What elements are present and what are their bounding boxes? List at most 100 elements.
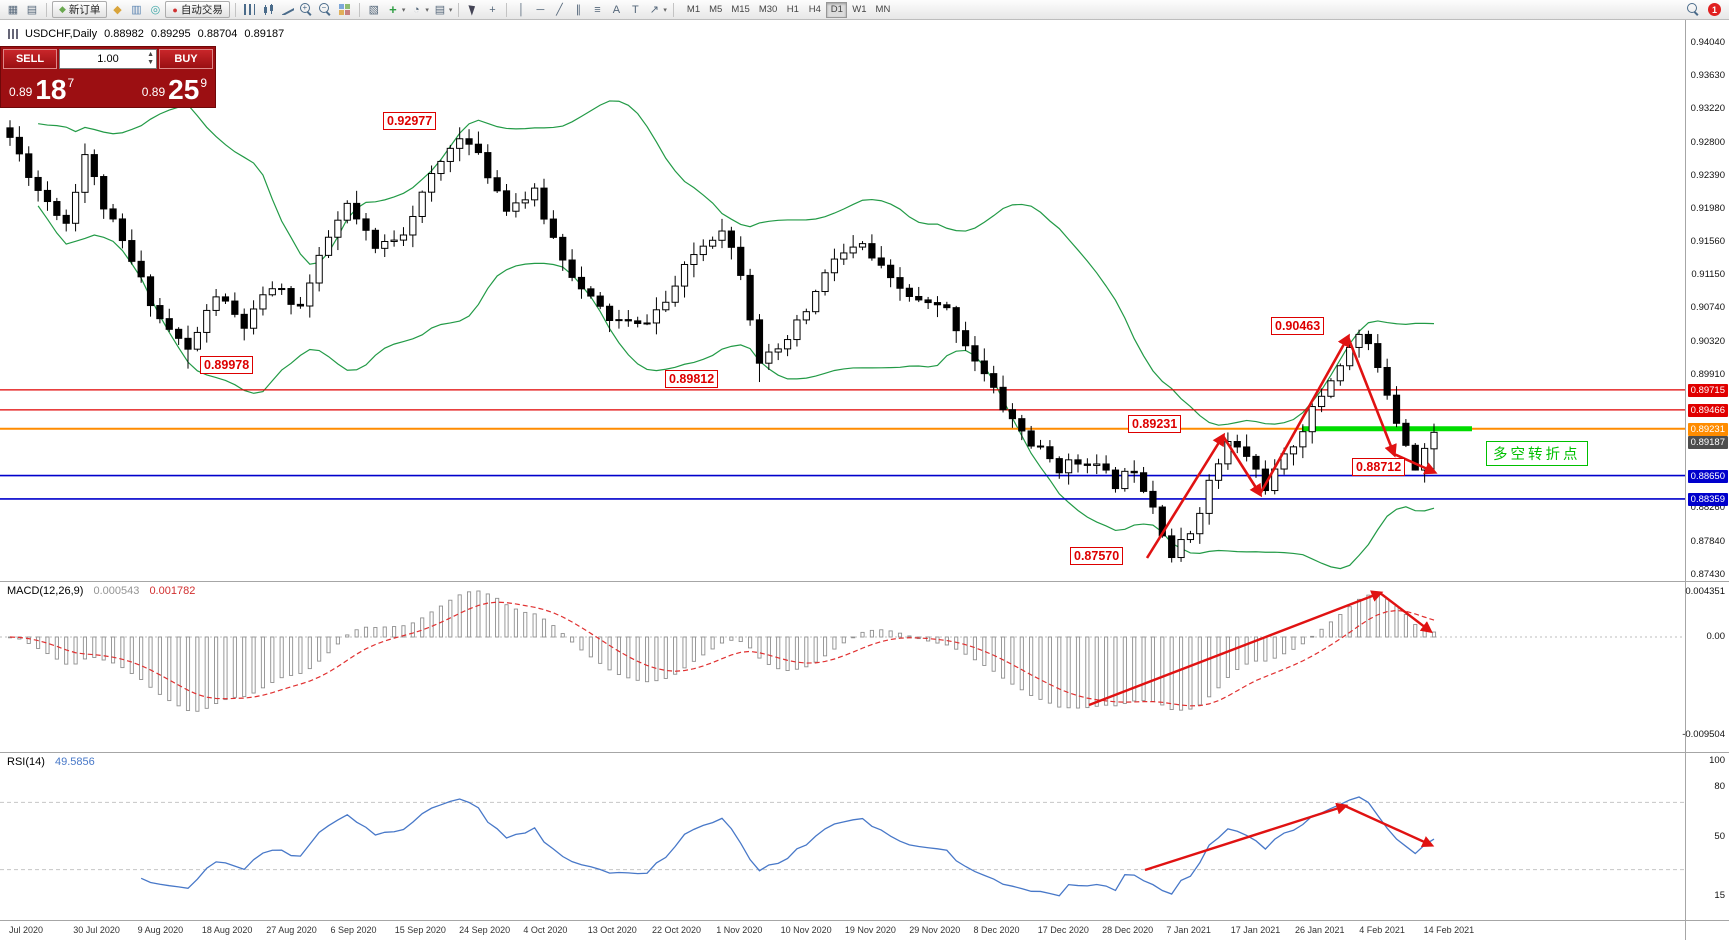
price-annotation[interactable]: 0.89231 <box>1128 415 1182 433</box>
tile-glyph <box>339 4 351 15</box>
rsi-panel-divider[interactable] <box>0 752 1729 753</box>
date-label: 30 Jul 2020 <box>73 925 120 935</box>
price-tick: 0.87840 <box>1690 535 1725 547</box>
date-label: 1 Nov 2020 <box>716 925 763 935</box>
trendline-icon[interactable]: ╱ <box>556 4 563 16</box>
price-tick: 0.93630 <box>1690 69 1725 81</box>
rsi-tick: 100 <box>1709 755 1725 766</box>
date-label: 17 Jan 2021 <box>1230 925 1281 935</box>
text-icon[interactable]: A <box>612 3 621 16</box>
chevron-down-icon[interactable]: ▾ <box>448 6 453 14</box>
periods-icon[interactable]: ◔ <box>413 3 420 16</box>
price-tick: 0.93220 <box>1690 102 1725 114</box>
rsi-tick: 80 <box>1714 780 1725 792</box>
date-label: 29 Nov 2020 <box>909 925 961 935</box>
cursor-icon[interactable] <box>464 2 482 18</box>
macd-panel-divider[interactable] <box>0 581 1729 582</box>
horizontal-line-icon[interactable]: ─ <box>536 3 545 16</box>
toolbar-divider <box>234 2 236 17</box>
vertical-line-icon[interactable]: │ <box>517 3 525 16</box>
price-annotation[interactable]: 0.92977 <box>383 112 437 130</box>
price-annotation[interactable]: 0.88712 <box>1352 458 1406 476</box>
arrange-windows-icon[interactable]: ▧ <box>368 4 380 16</box>
time-axis-divider <box>0 920 1729 921</box>
one-click-trading-panel: SELL 1.00 ▲ ▼ BUY 0.89 18 7 0.89 25 9 <box>0 46 216 108</box>
date-label: 26 Jan 2021 <box>1295 925 1345 935</box>
search-glass <box>1686 3 1700 16</box>
history-center-icon[interactable]: ◆ <box>113 4 122 16</box>
date-label: 6 Sep 2020 <box>330 925 377 935</box>
volume-up-button[interactable]: ▲ <box>147 51 154 58</box>
chevron-down-icon[interactable]: ▾ <box>425 6 429 14</box>
date-label: Jul 2020 <box>9 925 44 935</box>
rsi-tick: 15 <box>1714 889 1725 901</box>
sell-price-prefix: 0.89 <box>9 85 33 99</box>
search-icon[interactable] <box>1684 2 1702 18</box>
close-value: 0.89187 <box>244 28 285 40</box>
price-annotation[interactable]: 0.89978 <box>200 356 254 374</box>
timeframe-w1[interactable]: W1 <box>852 4 867 15</box>
toolbar-divider <box>672 2 674 17</box>
fibonacci-icon[interactable]: ≡ <box>594 3 601 16</box>
buy-button[interactable]: BUY <box>159 49 213 69</box>
toolbar-divider <box>46 2 47 17</box>
profiles-icon[interactable]: ▤ <box>26 4 38 16</box>
templates-icon[interactable]: ▤ <box>434 4 446 16</box>
autotrading-label: 自动交易 <box>180 4 223 16</box>
zoom-in-icon[interactable]: + <box>298 2 316 18</box>
timeframe-m1[interactable]: M1 <box>686 4 701 15</box>
macd-tick: 0.004351 <box>1685 586 1725 597</box>
buy-price-prefix: 0.89 <box>141 85 166 99</box>
price-tick: 0.90320 <box>1690 336 1725 348</box>
price-annotation[interactable]: 0.89812 <box>665 370 719 388</box>
chevron-down-icon[interactable]: ▾ <box>401 6 406 14</box>
volume-down-button[interactable]: ▼ <box>147 59 154 66</box>
price-tick: 0.91560 <box>1690 236 1725 248</box>
new-chart-icon[interactable]: ▦ <box>7 4 19 16</box>
candlestick-chart-icon[interactable] <box>260 2 278 18</box>
new-order-button[interactable]: ◆ 新订单 <box>52 1 108 18</box>
crosshair-icon[interactable]: + <box>489 3 496 16</box>
arrows-tool-icon[interactable]: ↗ <box>649 4 660 16</box>
timeframe-mn[interactable]: MN <box>875 4 891 15</box>
autotrading-status-icon: ● <box>172 4 178 15</box>
timeframe-m30[interactable]: M30 <box>758 4 778 15</box>
price-annotation[interactable]: 0.87570 <box>1070 547 1124 565</box>
price-tick: 0.90740 <box>1690 302 1725 314</box>
add-indicator-icon[interactable]: + <box>389 2 397 17</box>
price-annotation[interactable]: 0.90463 <box>1271 317 1325 335</box>
one-click-controls: SELL 1.00 ▲ ▼ BUY <box>1 47 215 69</box>
trend-note-label[interactable]: 多空转折点 <box>1486 441 1588 466</box>
timeframe-m15[interactable]: M15 <box>731 4 750 15</box>
timeframe-m5[interactable]: M5 <box>709 4 723 15</box>
chevron-down-icon[interactable]: ▾ <box>663 6 667 14</box>
data-window-icon[interactable]: ◎ <box>150 4 161 16</box>
label-icon[interactable]: T <box>632 3 639 16</box>
timeframe-h1[interactable]: H1 <box>786 4 799 15</box>
zoom-out-icon[interactable]: − <box>317 2 335 18</box>
date-label: 27 Aug 2020 <box>266 925 317 935</box>
price-tick: 0.87430 <box>1690 568 1725 580</box>
candlestick-glyph <box>262 4 275 15</box>
market-watch-icon[interactable]: ▥ <box>131 4 142 16</box>
timeframe-d1[interactable]: D1 <box>826 1 848 18</box>
price-tick: 0.89910 <box>1690 369 1725 381</box>
line-chart-icon[interactable] <box>279 2 297 18</box>
symbol-period-label: USDCHF,Daily <box>25 28 98 40</box>
channel-icon[interactable]: ∥ <box>575 4 582 16</box>
price-tick: 0.92390 <box>1690 169 1725 181</box>
sell-price[interactable]: 0.89 18 7 <box>9 76 74 104</box>
buy-price[interactable]: 0.89 25 9 <box>141 76 207 104</box>
date-label: 22 Oct 2020 <box>652 925 702 935</box>
autotrading-button[interactable]: ● 自动交易 <box>165 1 230 18</box>
date-label: 19 Nov 2020 <box>844 925 896 935</box>
notification-badge[interactable]: 1 <box>1708 3 1721 16</box>
rsi-name: RSI(14) <box>7 756 45 768</box>
timeframe-h4[interactable]: H4 <box>808 4 821 15</box>
volume-field[interactable]: 1.00 ▲ ▼ <box>59 49 157 69</box>
buy-price-sup: 9 <box>200 76 207 90</box>
tile-windows-icon[interactable] <box>336 2 354 18</box>
sell-button[interactable]: SELL <box>3 49 57 69</box>
bar-chart-icon[interactable] <box>241 2 259 18</box>
